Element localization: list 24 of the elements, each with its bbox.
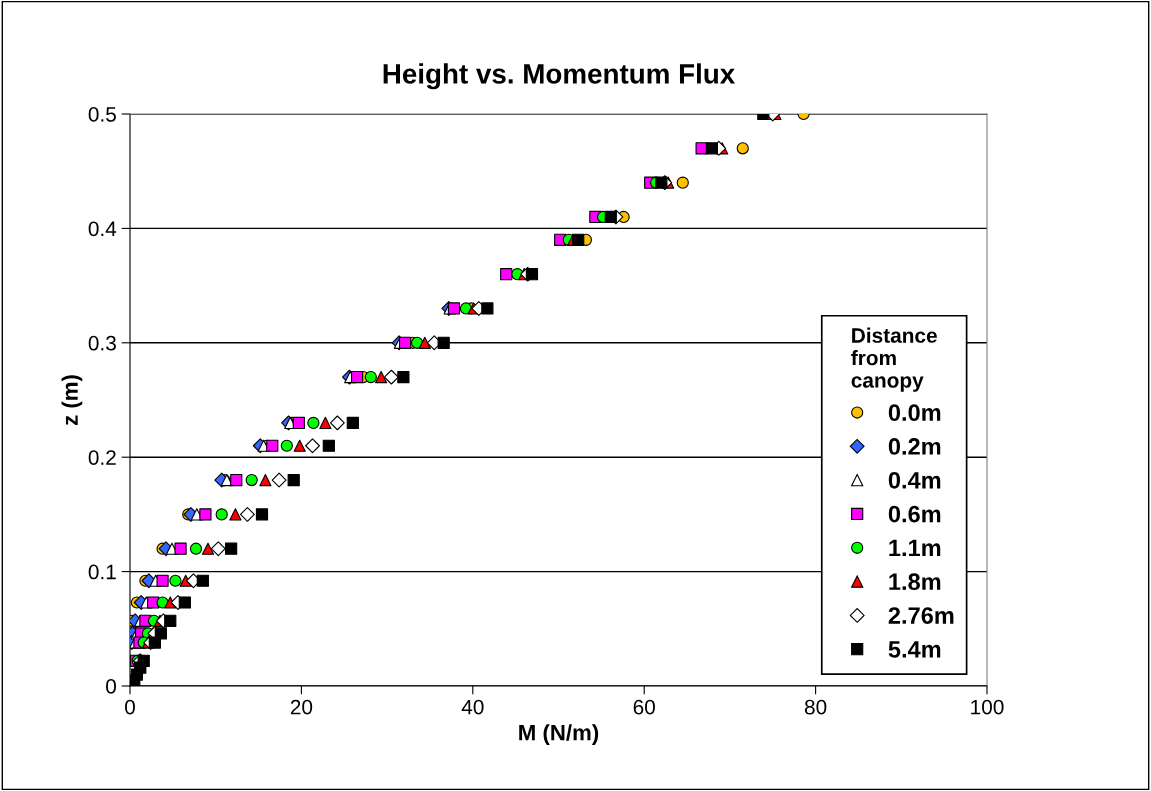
x-axis-title: M (N/m) bbox=[519, 724, 599, 745]
y-tick-label: 0.3 bbox=[88, 335, 116, 351]
y-tick-label: 0 bbox=[106, 679, 116, 694]
legend-label: 2.76m bbox=[888, 607, 954, 624]
legend-label: 1.8m bbox=[889, 573, 941, 591]
y-tick-label: 0.5 bbox=[88, 107, 116, 122]
y-tick-label: 0.1 bbox=[88, 564, 116, 580]
legend-label: 5.4m bbox=[888, 641, 941, 658]
legend-label: 0.6m bbox=[888, 505, 941, 523]
y-axis-title: z (m) bbox=[61, 375, 83, 426]
x-tick-label: 100 bbox=[971, 699, 1004, 715]
legend-label: 1.1m bbox=[889, 539, 941, 557]
legend-label: 0.2m bbox=[888, 438, 941, 455]
x-tick-label: 20 bbox=[290, 699, 313, 715]
legend-title: Distance from canopy bbox=[851, 327, 937, 392]
x-tick-label: 40 bbox=[461, 699, 484, 715]
legend-label: 0.4m bbox=[888, 471, 941, 489]
x-tick-label: 60 bbox=[633, 699, 655, 715]
x-tick-label: 80 bbox=[804, 699, 827, 715]
x-tick-label: 0 bbox=[125, 699, 135, 715]
y-tick-label: 0.4 bbox=[88, 221, 117, 237]
y-tick-label: 0.2 bbox=[88, 450, 116, 465]
chart-title: Height vs. Momentum Flux bbox=[383, 63, 736, 90]
legend-label: 0.0m bbox=[888, 404, 941, 422]
